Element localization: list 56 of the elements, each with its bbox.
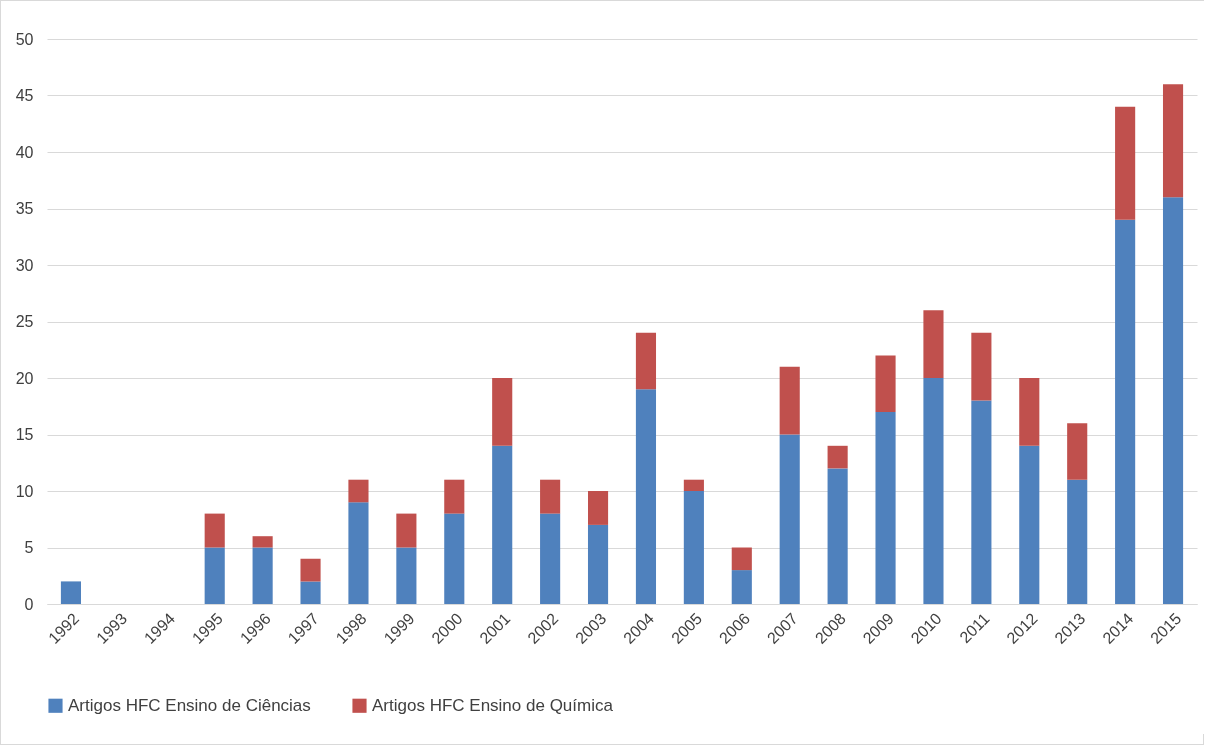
y-tick-label: 30 (15, 256, 34, 274)
bar (204, 513, 225, 548)
bar (444, 513, 465, 604)
legend-label: Artigos HFC Ensino de Química (372, 695, 614, 715)
y-tick-label: 15 (15, 426, 34, 443)
y-tick-label: 50 (15, 30, 34, 48)
bar (1067, 423, 1088, 480)
bar (444, 479, 465, 514)
y-tick-label: 40 (15, 143, 34, 161)
bar (1019, 445, 1040, 604)
bar (779, 366, 800, 435)
bar (731, 547, 752, 571)
bar (396, 547, 417, 604)
bar (779, 434, 800, 604)
bar (683, 491, 704, 604)
y-tick-label: 25 (15, 313, 34, 330)
bar (971, 332, 992, 401)
y-tick-label: 10 (15, 482, 34, 500)
bar (300, 581, 321, 604)
bar (923, 310, 944, 378)
bar (396, 513, 417, 548)
y-tick-label: 45 (15, 87, 34, 104)
bar (635, 332, 657, 390)
bar (683, 479, 704, 491)
bar (875, 411, 896, 604)
bar (731, 570, 752, 604)
bar (252, 547, 273, 604)
bar (971, 400, 992, 604)
bar (587, 491, 609, 525)
bar (348, 502, 369, 604)
bar (60, 581, 82, 604)
legend-label: Artigos HFC Ensino de Ciências (68, 695, 311, 715)
bar (635, 389, 657, 604)
bar (827, 468, 848, 604)
bar (252, 536, 273, 548)
bar (204, 547, 225, 604)
bar (492, 445, 513, 604)
y-tick-label: 0 (24, 595, 34, 613)
bar (1019, 378, 1040, 446)
bar (1115, 106, 1136, 220)
bar (1115, 219, 1136, 604)
bar (492, 378, 513, 446)
bar (875, 355, 896, 412)
bar (1067, 479, 1088, 604)
bar (1162, 197, 1184, 604)
bar (348, 479, 369, 503)
bar (1162, 84, 1184, 198)
bar (923, 378, 944, 604)
bar (540, 479, 561, 514)
y-tick-label: 5 (24, 539, 34, 556)
bar (540, 513, 561, 604)
y-tick-label: 20 (15, 369, 34, 387)
bar (827, 445, 848, 469)
bar (587, 524, 609, 604)
y-tick-label: 35 (15, 200, 34, 217)
bar (300, 558, 321, 582)
